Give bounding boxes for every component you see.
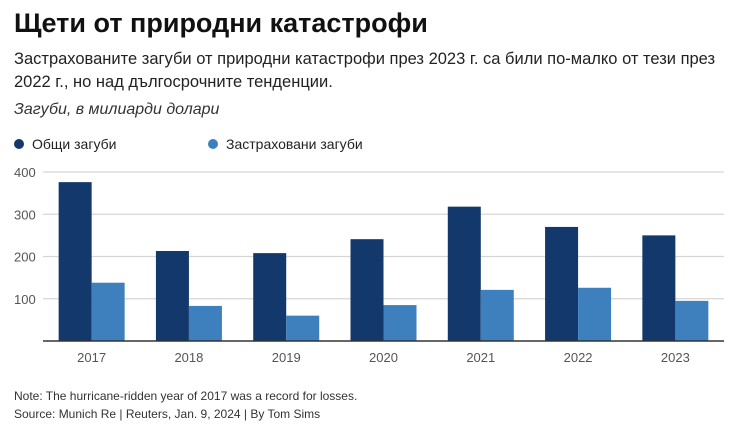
x-tick-label: 2017: [77, 350, 106, 365]
chart-subtitle: Застрахованите загуби от природни катаст…: [14, 50, 716, 91]
bar-total-2020: [350, 239, 384, 341]
x-tick-label: 2021: [466, 350, 495, 365]
legend-label-insured: Застраховани загуби: [226, 136, 363, 152]
x-tick-label: 2018: [174, 350, 203, 365]
legend-item-total: Общи загуби: [14, 136, 116, 152]
legend-item-insured: Застраховани загуби: [208, 136, 363, 152]
bar-insured-2017: [91, 282, 125, 341]
x-tick-label: 2020: [369, 350, 398, 365]
legend-swatch-insured: [208, 139, 218, 149]
bar-insured-2022: [578, 287, 612, 341]
y-tick-label: 400: [14, 165, 36, 180]
bar-total-2022: [545, 226, 579, 341]
bar-total-2023: [642, 235, 676, 341]
legend-label-total: Общи загуби: [32, 136, 117, 152]
y-tick-label: 100: [14, 292, 36, 307]
y-tick-label: 300: [14, 207, 36, 222]
bar-total-2018: [155, 251, 189, 341]
unit-label: Загуби, в милиарди долари: [14, 101, 220, 118]
bar-insured-2020: [383, 305, 417, 341]
y-tick-label: 200: [14, 250, 36, 265]
chart-title: Щети от природни катастрофи: [14, 8, 428, 38]
bar-insured-2021: [480, 289, 514, 341]
bar-insured-2019: [286, 315, 320, 341]
bar-insured-2023: [675, 300, 709, 341]
source: Source: Munich Re | Reuters, Jan. 9, 202…: [14, 407, 321, 421]
x-tick-label: 2023: [661, 350, 690, 365]
bar-insured-2018: [188, 305, 222, 341]
bar-total-2019: [253, 253, 287, 341]
x-tick-label: 2019: [272, 350, 301, 365]
legend-swatch-total: [14, 139, 24, 149]
x-tick-label: 2022: [564, 350, 593, 365]
bar-total-2017: [58, 182, 92, 341]
bar-total-2021: [447, 206, 481, 341]
footnote: Note: The hurricane-ridden year of 2017 …: [14, 389, 358, 403]
